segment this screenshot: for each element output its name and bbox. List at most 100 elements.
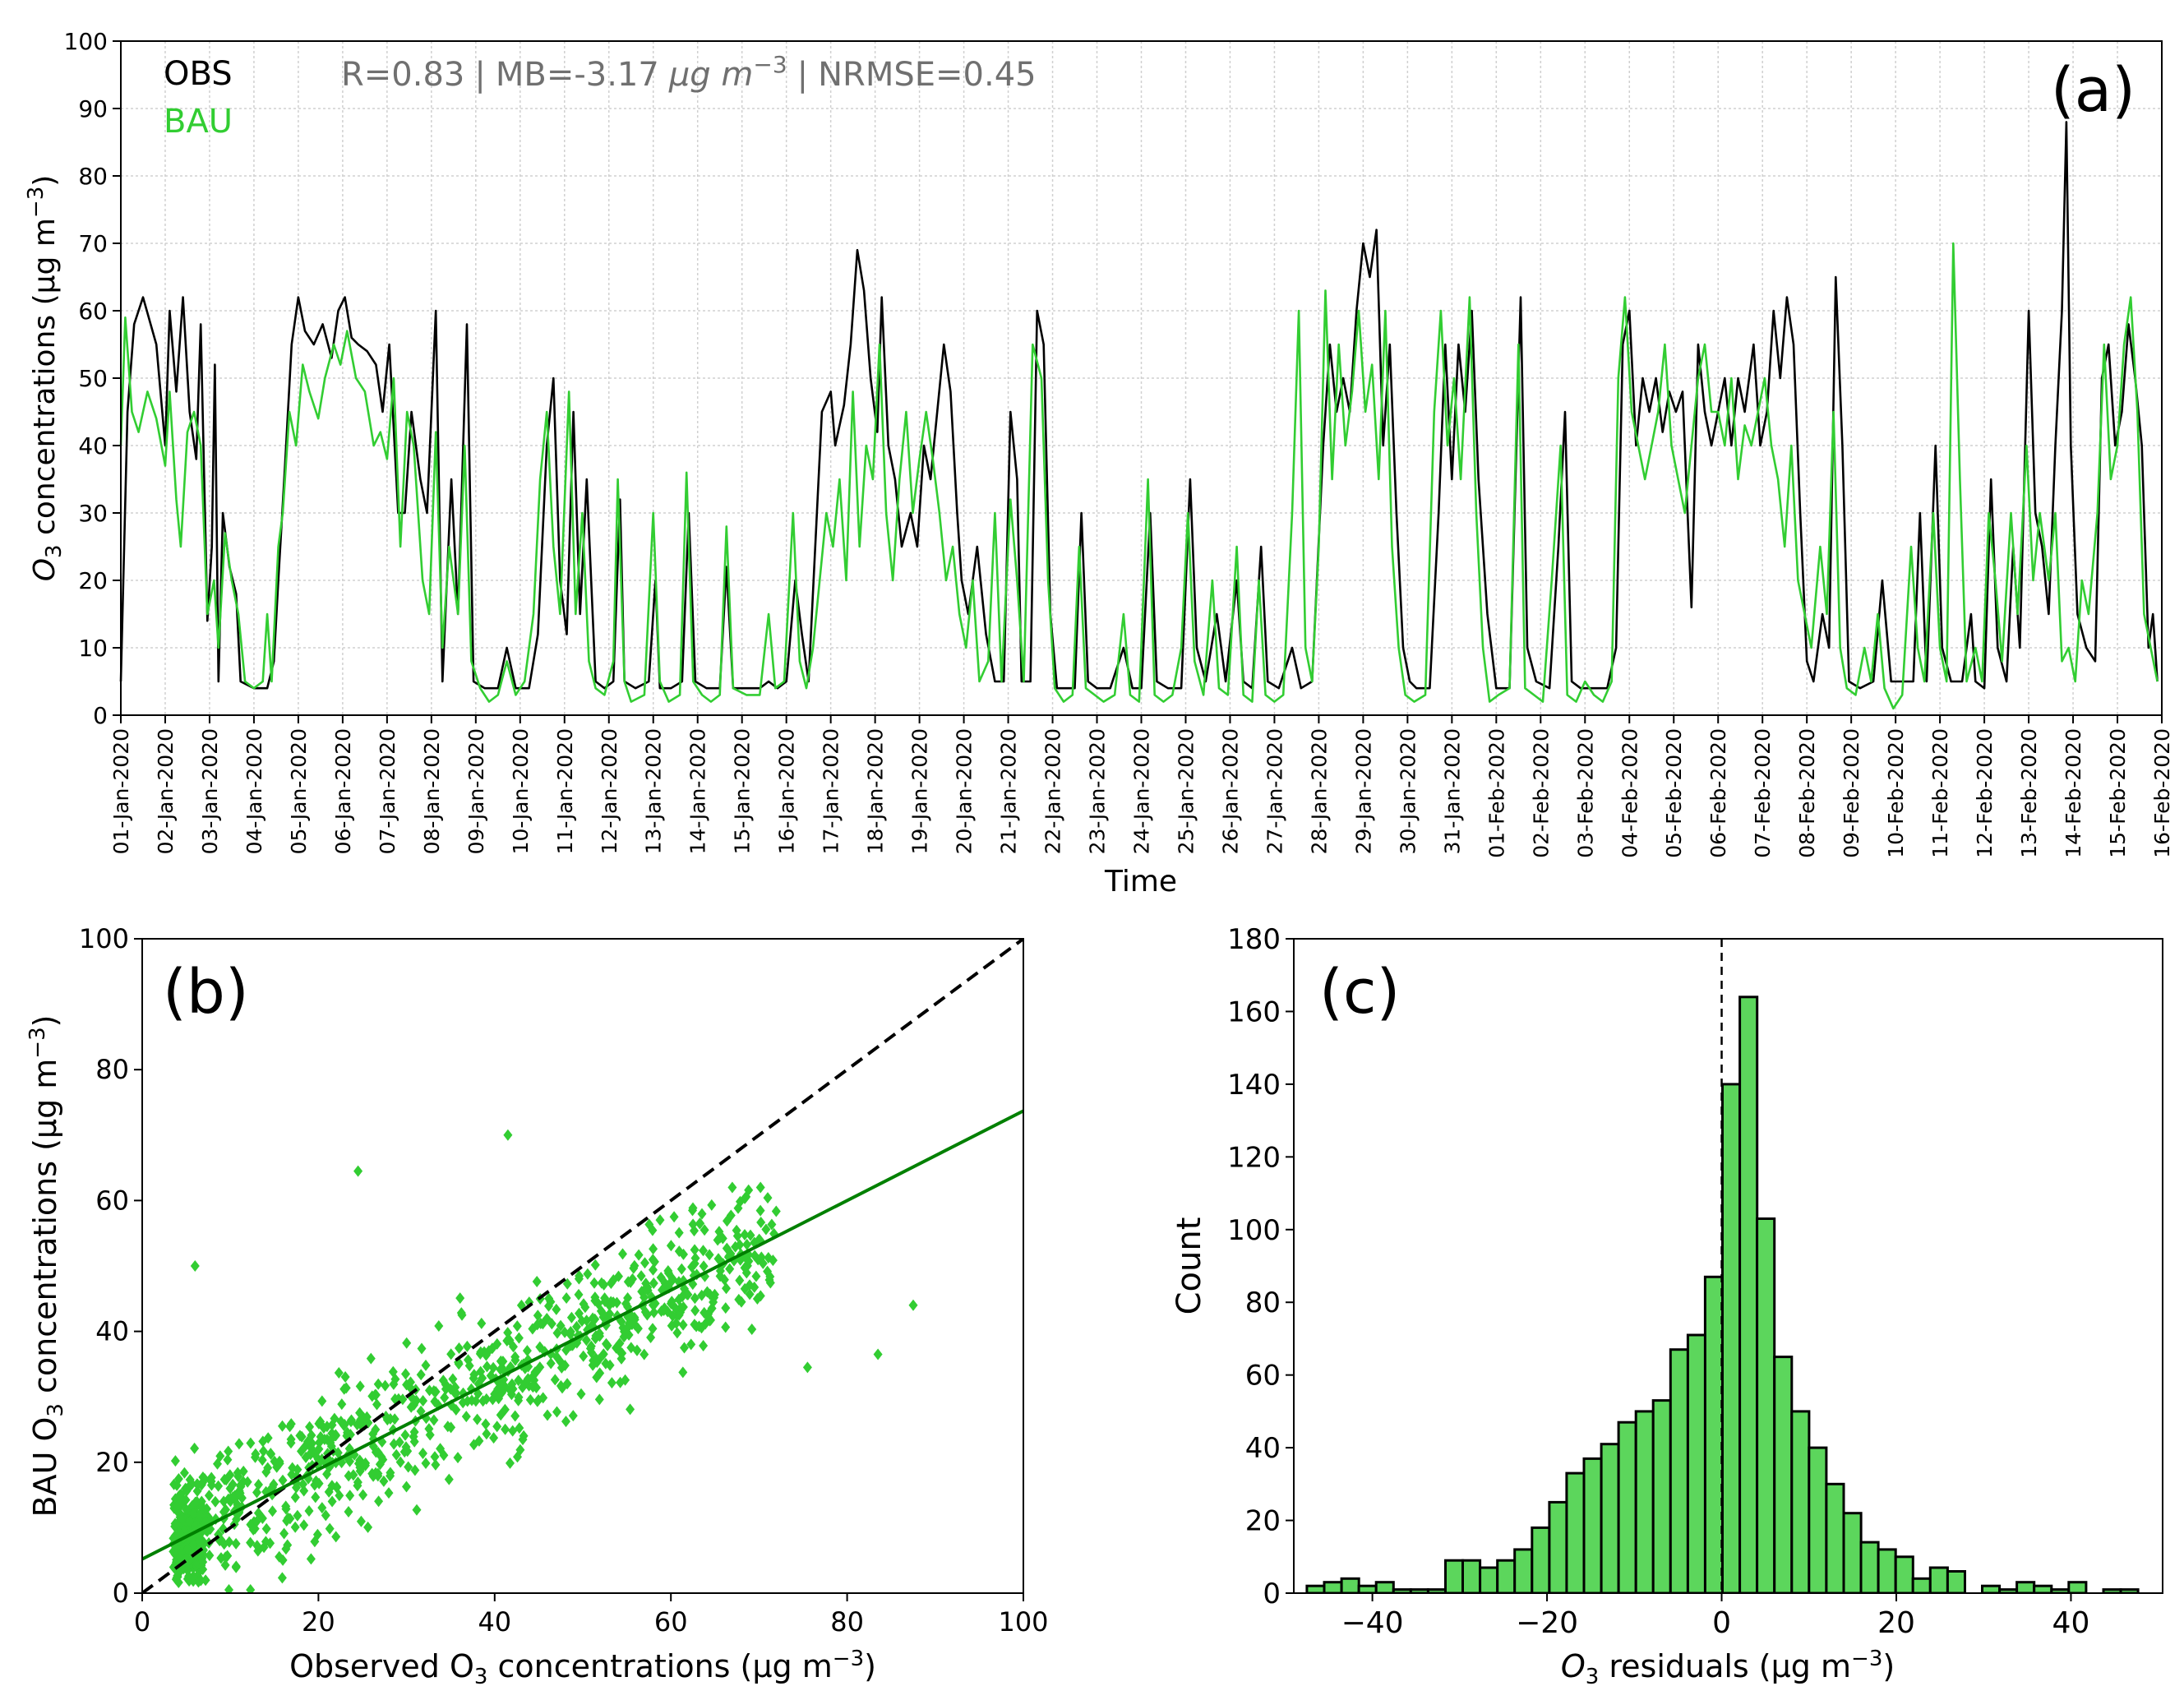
scatter-point-1006 <box>595 1330 604 1342</box>
scatter-point-530 <box>674 1226 684 1239</box>
scatter-point-893 <box>182 1504 192 1516</box>
scatter-point-900 <box>252 1486 261 1499</box>
b-y-tick-label-0: 0 <box>113 1578 129 1609</box>
histogram-bar-16 <box>1582 1457 1603 1593</box>
scatter-point-340 <box>771 1205 781 1217</box>
scatter-point-982 <box>690 1252 700 1264</box>
b-y-label-close: ) <box>27 1015 63 1028</box>
scatter-point-463 <box>317 1502 327 1514</box>
scatter-point-248 <box>462 1340 472 1352</box>
a-x-tick-label-39: 09-Feb-2020 <box>1840 728 1863 858</box>
histogram-bar-32 <box>1859 1541 1880 1593</box>
a-x-tick-label-10: 11-Jan-2020 <box>553 728 577 854</box>
scatter-point-751 <box>312 1475 321 1487</box>
scatter-point-1045 <box>667 1319 676 1332</box>
scatter-point-942 <box>529 1381 538 1393</box>
scatter-point-219 <box>690 1305 700 1317</box>
scatter-point-687 <box>404 1461 413 1473</box>
histogram-bar-44 <box>2067 1581 2088 1593</box>
scatter-point-825 <box>401 1441 411 1453</box>
a-x-tick-label-42: 12-Feb-2020 <box>1973 728 1997 858</box>
scatter-point-983 <box>363 1521 373 1533</box>
scatter-point-334 <box>680 1342 689 1354</box>
scatter-point-972 <box>591 1352 601 1365</box>
scatter-point-1035 <box>597 1277 607 1289</box>
scatter-point-534 <box>741 1190 751 1203</box>
a-x-tick-label-7: 08-Jan-2020 <box>420 728 444 854</box>
scatter-point-718 <box>552 1327 562 1339</box>
scatter-point-188 <box>552 1406 561 1418</box>
scatter-point-803 <box>732 1230 742 1242</box>
scatter-point-812 <box>421 1457 431 1469</box>
scatter-point-413 <box>311 1491 321 1504</box>
scatter-point-977 <box>409 1430 418 1443</box>
stats-r: R=0.83 <box>341 56 464 94</box>
scatter-point-524 <box>324 1485 334 1498</box>
panel-b-y-axis-label: BAU O3 concentrations (µg m−3) <box>25 1015 68 1518</box>
panel-c-y-ticks: 0 20 40 60 80 100 120 140 160 180 <box>1227 923 1294 1610</box>
scatter-point-952 <box>402 1481 411 1493</box>
scatter-point-741 <box>205 1550 215 1562</box>
scatter-point-790 <box>598 1308 608 1320</box>
series-line-bau <box>119 242 2159 710</box>
legend-obs: OBS <box>164 55 233 93</box>
scatter-point-573 <box>525 1393 535 1406</box>
scatter-point-237 <box>532 1276 542 1287</box>
scatter-point-794 <box>576 1388 586 1400</box>
scatter-point-402 <box>746 1229 755 1241</box>
scatter-point-280 <box>190 1442 200 1454</box>
scatter-point-816 <box>535 1341 545 1353</box>
a-x-tick-label-16: 17-Jan-2020 <box>820 728 843 854</box>
scatter-point-1040 <box>533 1310 543 1322</box>
a-x-tick-label-35: 05-Feb-2020 <box>1662 728 1686 858</box>
scatter-point-672 <box>252 1540 262 1552</box>
c-x-tick-label-4: 40 <box>2052 1606 2090 1640</box>
scatter-point-956 <box>755 1204 765 1217</box>
scatter-point-990 <box>194 1534 204 1546</box>
a-x-tick-label-21: 22-Jan-2020 <box>1041 728 1065 854</box>
scatter-point-926 <box>742 1238 752 1250</box>
scatter-point-836 <box>612 1296 621 1309</box>
c-y-tick-label-9: 180 <box>1227 923 1281 956</box>
a-x-tick-label-13: 14-Jan-2020 <box>686 728 710 854</box>
scatter-point-909 <box>590 1291 600 1304</box>
scatter-point-921 <box>482 1393 492 1405</box>
scatter-point-265 <box>695 1217 704 1230</box>
b-y-label-rest: concentrations (µg m <box>27 1059 63 1403</box>
a-x-tick-label-30: 31-Jan-2020 <box>1440 728 1464 854</box>
y-label-sub: 3 <box>42 544 67 558</box>
histogram-bar-22 <box>1686 1333 1706 1593</box>
scatter-point-427 <box>231 1537 241 1550</box>
scatter-point-491 <box>686 1338 696 1351</box>
scatter-point-1033 <box>501 1423 510 1435</box>
scatter-point-49 <box>697 1208 707 1220</box>
scatter-point-345 <box>492 1337 502 1350</box>
histogram-bar-30 <box>1825 1482 1845 1593</box>
scatter-point-795 <box>494 1393 504 1405</box>
scatter-point-823 <box>518 1381 528 1393</box>
scatter-point-136 <box>293 1509 302 1522</box>
scatter-point-969 <box>495 1378 505 1390</box>
c-x-label-sub: 3 <box>1586 1665 1600 1689</box>
scatter-point-696 <box>210 1495 220 1508</box>
scatter-point-380 <box>512 1320 522 1333</box>
stats-nrmse: NRMSE=0.45 <box>818 56 1036 94</box>
scatter-point-821 <box>195 1509 205 1522</box>
scatter-point-703 <box>751 1270 761 1282</box>
scatter-point-865 <box>704 1311 713 1324</box>
scatter-point-314 <box>379 1475 389 1487</box>
scatter-point-953 <box>446 1383 455 1395</box>
scatter-point-819 <box>216 1552 226 1564</box>
histogram-bar-10 <box>1479 1566 1499 1593</box>
scatter-point-1025 <box>457 1309 467 1321</box>
scatter-point-597 <box>416 1405 426 1417</box>
scatter-point-985 <box>602 1337 611 1350</box>
scatter-point-964 <box>248 1523 258 1536</box>
scatter-point-867 <box>649 1243 658 1255</box>
panel-c-x-axis-label: O3 residuals (µg m−3) <box>1561 1647 1895 1689</box>
scatter-point-353 <box>544 1300 553 1312</box>
c-y-tick-label-8: 160 <box>1227 996 1281 1028</box>
panel-c: −40 −20 0 20 40 0 20 40 60 80 100 120 140 160 180 (c)… <box>1170 923 2163 1689</box>
scatter-point-275 <box>626 1403 635 1416</box>
scatter-point-1007 <box>394 1393 404 1405</box>
